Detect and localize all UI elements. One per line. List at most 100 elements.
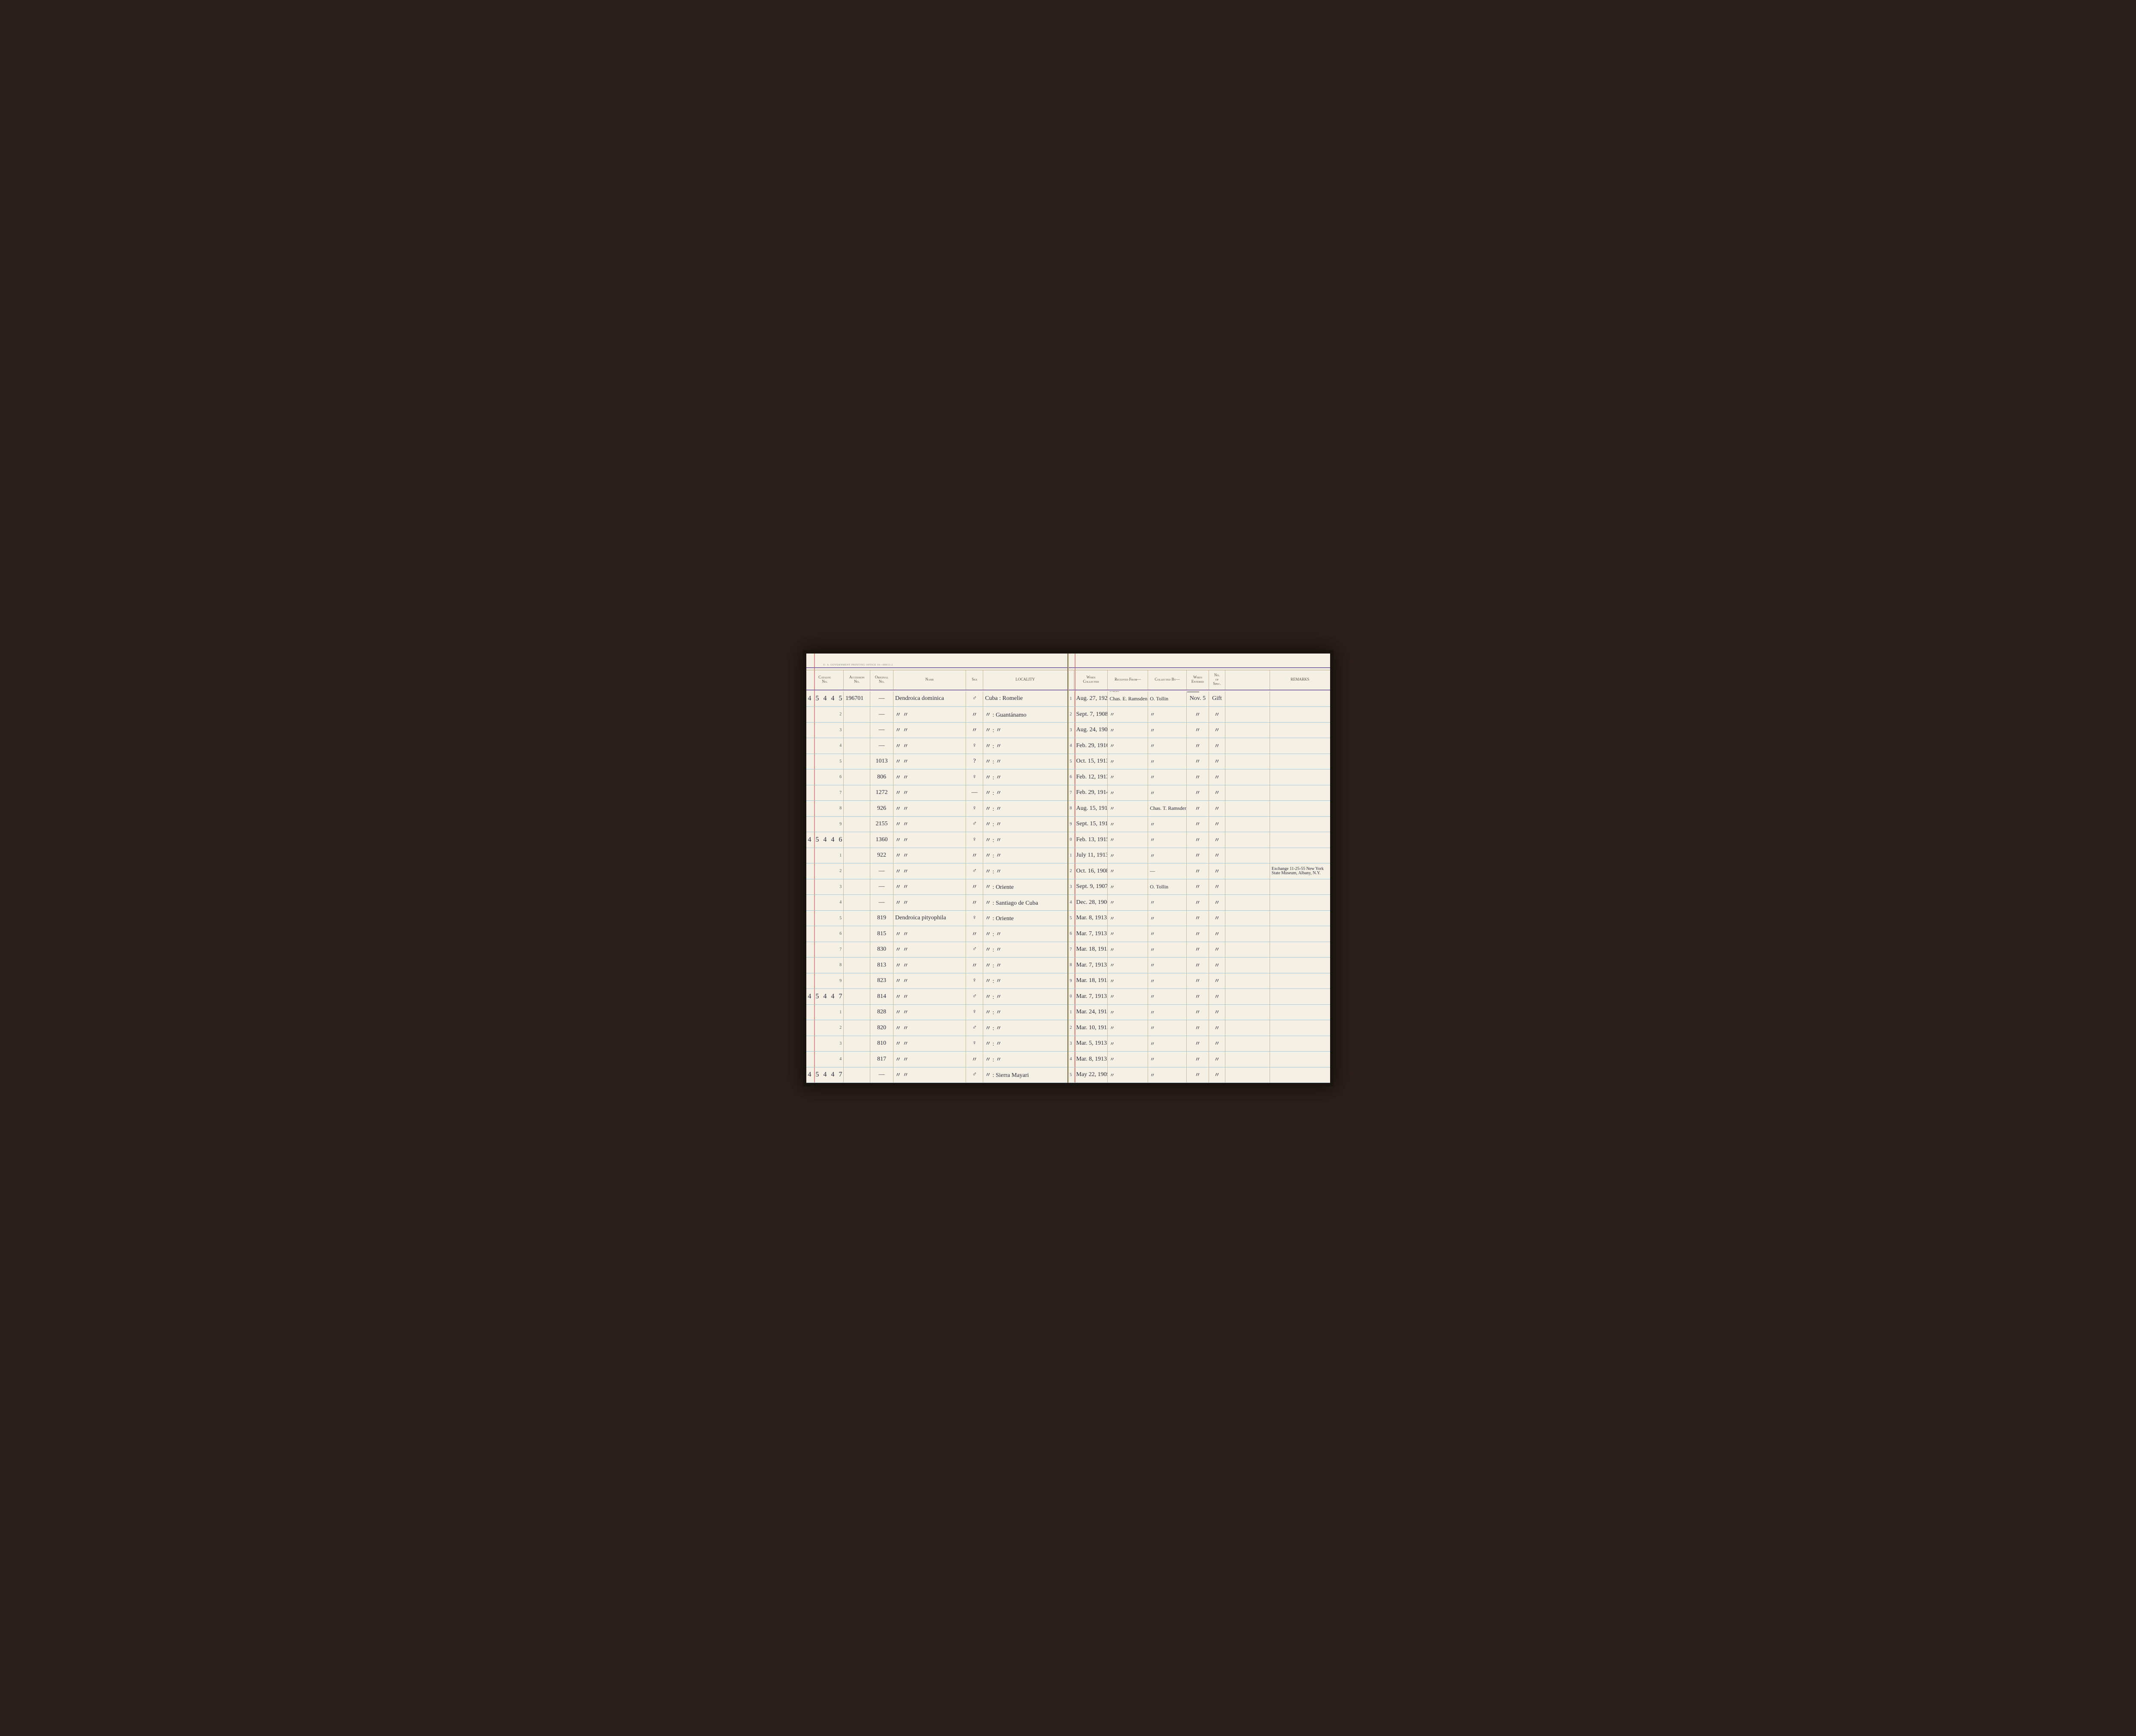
- cell-sex: ♀: [966, 1036, 983, 1052]
- cell-when_entered: 〃: [1187, 958, 1209, 973]
- cell-rownum: 5: [1069, 1067, 1075, 1083]
- cell-name: 〃 〃: [893, 848, 966, 863]
- cell-remarks: [1270, 958, 1330, 973]
- cell-remarks: [1270, 754, 1330, 769]
- cell-sex: ♂: [966, 691, 983, 707]
- table-row: 1July 11, 1913〃〃〃〃: [1069, 848, 1330, 864]
- table-body-right: 1Aug. 27, 1921Mrs.Chas. E. RamsdenO. Tol…: [1069, 691, 1330, 1083]
- cell-accession: [844, 1020, 870, 1036]
- table-row: 6Mar. 7, 1913〃〃〃〃: [1069, 926, 1330, 942]
- cell-when_entered: 〃: [1187, 942, 1209, 958]
- cell-when_collected: Aug. 24, 1908: [1075, 723, 1108, 738]
- cell-collected_by: 〃: [1148, 911, 1187, 926]
- cell-locality: 〃 : Santiago de Cuba: [983, 895, 1067, 910]
- col-header-accession: AccessionNo.: [844, 670, 870, 690]
- cell-blank1: [1225, 785, 1270, 801]
- cell-name: 〃 〃: [893, 754, 966, 769]
- cell-no_spec: 〃: [1209, 1067, 1225, 1083]
- cell-when_collected: Dec. 28, 1906: [1075, 895, 1108, 910]
- cell-remarks: [1270, 769, 1330, 785]
- cell-blank1: [1225, 691, 1270, 707]
- cell-locality: 〃 : Oriente: [983, 879, 1067, 895]
- cell-sex: ♀: [966, 911, 983, 926]
- cell-when_entered: 〃: [1187, 707, 1209, 722]
- top-purple-rule: [806, 667, 1067, 668]
- table-row: 4 5 4 4 75—〃 〃♂〃 : Sierra Mayari: [806, 1067, 1067, 1083]
- cell-catalog: 6: [806, 926, 844, 942]
- cell-collected_by: —: [1148, 863, 1187, 879]
- cell-collected_by: O. Tollin: [1148, 691, 1187, 707]
- table-row: 4—〃 〃〃〃 : Santiago de Cuba: [806, 895, 1067, 911]
- cell-collected_by: 〃: [1148, 926, 1187, 942]
- cell-remarks: [1270, 738, 1330, 754]
- cell-rownum: 3: [1069, 723, 1075, 738]
- cell-sex: ♀: [966, 738, 983, 754]
- cell-accession: [844, 785, 870, 801]
- cell-catalog: 6: [806, 769, 844, 785]
- cell-name: 〃 〃: [893, 1020, 966, 1036]
- table-row: 6Feb. 12, 1913〃〃〃〃: [1069, 769, 1330, 785]
- table-body-left: 4 5 4 4 51196701—Dendroica dominica♂Cuba…: [806, 691, 1067, 1083]
- cell-when_entered: 〃: [1187, 754, 1209, 769]
- cell-accession: [844, 895, 870, 910]
- cell-name: 〃 〃: [893, 926, 966, 942]
- cell-blank1: [1225, 1036, 1270, 1052]
- cell-rownum: 0: [1069, 832, 1075, 848]
- cell-sex: 〃: [966, 848, 983, 863]
- cell-received_from: 〃: [1108, 942, 1148, 958]
- cell-locality: 〃 : 〃: [983, 832, 1067, 848]
- table-row: 1Mar. 24, 1913〃〃〃〃: [1069, 1005, 1330, 1021]
- cell-catalog: 7: [806, 785, 844, 801]
- cell-no_spec: 〃: [1209, 973, 1225, 989]
- cell-when_collected: Sept. 7, 1908: [1075, 707, 1108, 722]
- header-band-left: CatalogNo.AccessionNo.OriginalNo.NameSex…: [806, 670, 1067, 690]
- cell-rownum: 0: [1069, 989, 1075, 1004]
- table-row: 5Oct. 15, 1913〃〃〃〃: [1069, 754, 1330, 770]
- cell-locality: 〃 : 〃: [983, 942, 1067, 958]
- cell-received_from: 〃: [1108, 973, 1148, 989]
- col-header-sex: Sex: [966, 670, 983, 690]
- cell-accession: [844, 801, 870, 816]
- table-row: 1922〃 〃〃〃 : 〃: [806, 848, 1067, 864]
- cell-sex: 〃: [966, 707, 983, 722]
- cell-sex: ♂: [966, 942, 983, 958]
- cell-collected_by: 〃: [1148, 848, 1187, 863]
- cell-catalog: 2: [806, 863, 844, 879]
- cell-blank1: [1225, 738, 1270, 754]
- col-header-remarks: REMARKS: [1270, 670, 1330, 690]
- cell-rownum: 6: [1069, 769, 1075, 785]
- cell-no_spec: 〃: [1209, 707, 1225, 722]
- cell-blank1: [1225, 769, 1270, 785]
- cell-accession: [844, 989, 870, 1004]
- cell-sex: ♀: [966, 1005, 983, 1020]
- cell-original: —: [870, 1067, 893, 1083]
- cell-remarks: [1270, 707, 1330, 722]
- cell-name: 〃 〃: [893, 769, 966, 785]
- cell-accession: [844, 926, 870, 942]
- cell-received_from: 〃: [1108, 1005, 1148, 1020]
- cell-received_from: 〃: [1108, 895, 1148, 910]
- cell-original: 828: [870, 1005, 893, 1020]
- cell-sex: 〃: [966, 723, 983, 738]
- cell-locality: 〃 : 〃: [983, 754, 1067, 769]
- table-row: 2Oct. 16, 1908〃—〃〃Exchange 11-25-55 New …: [1069, 863, 1330, 879]
- cell-no_spec: 〃: [1209, 723, 1225, 738]
- cell-when_collected: Mar. 5, 1913: [1075, 1036, 1108, 1052]
- cell-collected_by: 〃: [1148, 973, 1187, 989]
- cell-sex: ♂: [966, 863, 983, 879]
- cell-collected_by: 〃: [1148, 958, 1187, 973]
- cell-when_entered: 〃: [1187, 863, 1209, 879]
- cell-catalog: 3: [806, 879, 844, 895]
- cell-rownum: 5: [1069, 911, 1075, 926]
- cell-name: 〃 〃: [893, 832, 966, 848]
- cell-when_entered: 〃: [1187, 895, 1209, 910]
- cell-no_spec: 〃: [1209, 1005, 1225, 1020]
- cell-rownum: 3: [1069, 1036, 1075, 1052]
- cell-blank1: [1225, 1067, 1270, 1083]
- cell-catalog: 9: [806, 973, 844, 989]
- cell-original: 810: [870, 1036, 893, 1052]
- cell-when_entered: 〃: [1187, 973, 1209, 989]
- cell-blank1: [1225, 942, 1270, 958]
- cell-original: —: [870, 723, 893, 738]
- cell-received_from: 〃: [1108, 817, 1148, 832]
